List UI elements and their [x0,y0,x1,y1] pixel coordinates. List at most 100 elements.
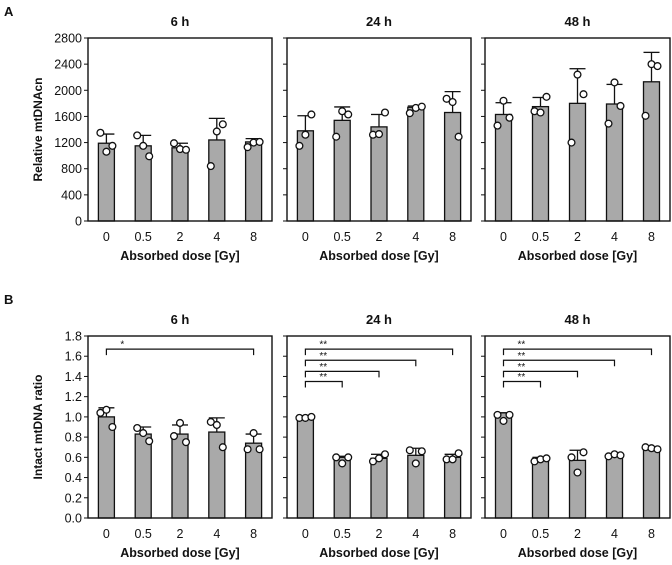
data-point [243,445,252,454]
significance-label: ** [319,340,327,351]
y-tick-label: 2400 [54,58,82,72]
x-axis-label: Absorbed dose [Gy] [319,249,438,263]
bar [443,456,462,519]
x-tick-label: 4 [611,527,618,541]
data-point [295,141,304,150]
y-tick-label: 2800 [54,32,82,46]
data-point [307,412,316,421]
data-point [338,459,347,468]
bar [642,447,661,519]
data-point [579,448,588,457]
x-axis-label: Absorbed dose [Gy] [518,249,637,263]
x-tick-label: 4 [611,230,618,244]
x-tick-label: 0 [500,230,507,244]
significance-bracket [502,348,653,356]
significance-bracket [304,348,454,356]
data-point [616,451,625,460]
significance-bracket [304,359,417,367]
data-point [344,110,353,119]
significance-label: ** [518,340,526,351]
data-point [243,143,252,152]
data-point [374,130,384,139]
bar [531,457,550,519]
bar [443,111,462,222]
plot-frame [87,335,273,519]
data-point [338,107,347,116]
data-point [102,147,111,156]
data-point [344,453,353,462]
x-tick-label: 2 [574,527,581,541]
data-point [96,128,105,137]
x-tick-label: 0 [302,230,309,244]
data-point [411,459,420,468]
data-point [653,62,662,71]
data-point [218,120,227,129]
data-point [417,447,426,456]
data-point [175,418,185,428]
x-tick-label: 4 [213,230,220,244]
bar [642,81,661,222]
bar [97,416,116,519]
data-point [542,92,551,101]
plot-frame [87,37,273,222]
x-tick-label: 2 [376,527,383,541]
x-tick-label: 0.5 [334,527,351,541]
x-axis-label: Absorbed dose [Gy] [120,249,239,263]
data-point [653,445,662,454]
data-point [573,468,582,477]
data-point [567,138,576,147]
data-point [405,446,414,455]
significance-bracket [304,380,343,388]
data-point [380,450,390,459]
significance-label: ** [518,372,526,383]
data-point [505,410,514,419]
bar [296,416,315,519]
x-tick-label: 0.5 [532,230,549,244]
y-tick-label: 1.6 [65,350,82,364]
x-axis-label: Absorbed dose [Gy] [120,546,239,560]
data-point [567,453,576,462]
x-tick-label: 0 [500,527,507,541]
bar [370,126,388,222]
chart-title: 24 h [366,312,392,327]
data-point [218,443,227,452]
bar [568,102,587,222]
y-axis-label: Relative mtDNAcn [31,77,45,181]
data-point [206,162,215,171]
y-tick-label: 800 [61,162,82,176]
y-tick-label: 0.0 [65,512,82,526]
chart-title: 24 h [366,14,392,29]
x-tick-label: 0.5 [334,230,351,244]
significance-label: ** [319,362,327,373]
data-point [212,420,221,430]
significance-label: * [120,340,124,351]
data-point [505,113,514,122]
data-point [332,132,341,141]
data-point [108,141,117,150]
bar [244,442,263,519]
plot-frame [484,37,671,222]
data-point [169,432,179,441]
x-tick-label: 8 [648,527,655,541]
significance-bracket [105,348,255,356]
data-point [307,110,316,119]
data-point [181,145,191,154]
data-point [255,445,264,454]
x-axis-label: Absorbed dose [Gy] [319,546,438,560]
x-tick-label: 0.5 [532,527,549,541]
panel-label-a: A [4,4,14,19]
x-tick-label: 8 [449,527,456,541]
bar [407,106,425,222]
y-tick-label: 0.8 [65,431,82,445]
x-axis-label: Absorbed dose [Gy] [518,546,637,560]
x-tick-label: 8 [250,230,257,244]
data-point [102,405,111,414]
y-tick-label: 0.4 [65,471,82,485]
x-tick-label: 8 [449,230,456,244]
x-tick-label: 0 [103,527,110,541]
data-point [139,429,148,438]
y-tick-label: 0 [75,215,82,229]
significance-bracket [502,370,579,378]
